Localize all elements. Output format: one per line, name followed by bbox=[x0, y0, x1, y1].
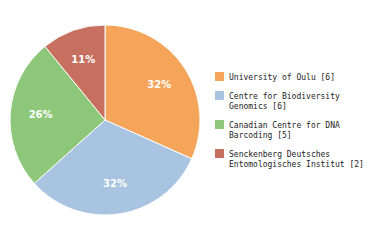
legend-label-line: Senckenberg Deutsches bbox=[229, 150, 330, 159]
legend-label: University of Oulu [6] bbox=[229, 73, 335, 82]
legend-label-line: Genomics [6] bbox=[229, 102, 287, 111]
legend-label-line: Centre for Biodiversity bbox=[229, 92, 340, 101]
legend-label: Centre for BiodiversityGenomics [6] bbox=[229, 92, 340, 111]
legend-swatch bbox=[215, 120, 224, 129]
legend-item: Canadian Centre for DNABarcoding [5] bbox=[215, 120, 340, 140]
data-label: 26% bbox=[29, 109, 53, 120]
legend-item: Senckenberg DeutschesEntomologisches Ins… bbox=[215, 149, 364, 169]
legend-item: Centre for BiodiversityGenomics [6] bbox=[215, 91, 340, 111]
legend-swatch bbox=[215, 149, 224, 158]
data-labels: 32% 32% 26% 11% bbox=[29, 54, 172, 190]
legend-label-line: Canadian Centre for DNA bbox=[229, 121, 340, 130]
legend-swatch bbox=[215, 72, 224, 81]
legend: University of Oulu [6] Centre for Biodive… bbox=[215, 72, 364, 169]
chart: 32% 32% 26% 11% University of Oulu [6] Centre… bbox=[0, 0, 380, 240]
legend-item: University of Oulu [6] bbox=[215, 72, 335, 82]
data-label: 32% bbox=[103, 178, 127, 189]
legend-label: Senckenberg DeutschesEntomologisches Ins… bbox=[229, 150, 364, 169]
data-label: 32% bbox=[147, 79, 171, 90]
legend-label: Canadian Centre for DNABarcoding [5] bbox=[229, 121, 340, 140]
legend-label-line: Barcoding [5] bbox=[229, 131, 292, 140]
pie-slice bbox=[45, 25, 105, 120]
pie bbox=[10, 25, 200, 215]
legend-label-line: Entomologisches Institut [2] bbox=[229, 160, 364, 169]
legend-label-line: University of Oulu [6] bbox=[229, 73, 335, 82]
data-label: 11% bbox=[71, 54, 95, 65]
legend-swatch bbox=[215, 91, 224, 100]
